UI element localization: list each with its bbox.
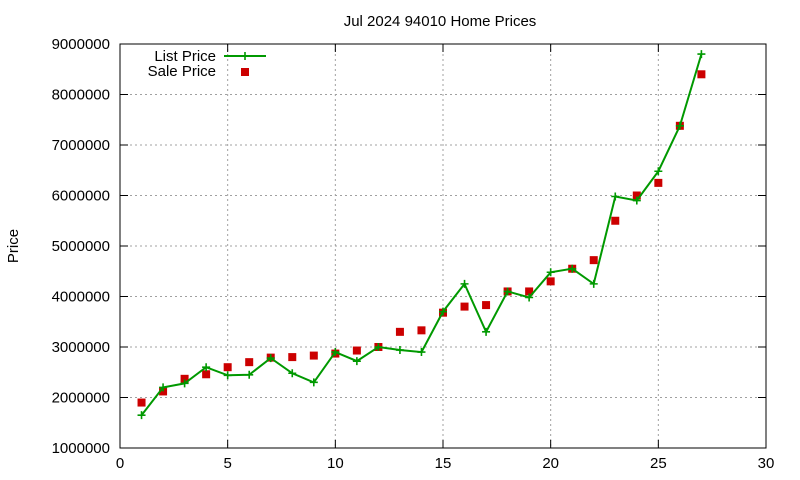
x-tick-label: 25 [650,455,667,472]
y-axis-label: Price [5,229,22,263]
sale-price-point [223,363,232,372]
list-price-point [546,268,555,277]
sale-price-point [632,191,641,200]
list-price-point [417,348,426,357]
list-price-point [374,343,383,351]
y-tick-label: 8000000 [52,87,110,104]
y-tick-label: 1000000 [52,440,110,457]
list-price-point [460,279,469,288]
list-price-point [589,279,598,288]
legend-label-sale-price: Sale Price [148,63,216,80]
list-price-point [611,192,620,201]
list-price-point [309,378,318,387]
sale-price-point [245,358,254,367]
y-tick-label: 6000000 [52,188,110,205]
list-price-point [632,196,641,205]
sale-price-point [546,277,555,286]
y-tick-label: 4000000 [52,289,110,306]
list-price-point [223,371,232,380]
x-tick-label: 15 [435,455,452,472]
list-price-point [159,383,168,392]
legend-label-list-price: List Price [154,48,216,65]
sale-price-point [654,178,663,187]
sale-price-point [482,301,491,310]
y-tick-label: 7000000 [52,137,110,154]
x-tick-label: 30 [758,455,775,472]
legend: List Price Sale Price [148,48,266,80]
sale-price-point [202,370,211,379]
sale-price-point [137,398,146,407]
axis-ticks: 1000000 2000000 3000000 4000000 5000000 60000… [52,36,775,472]
list-price-point [266,354,275,363]
sale-price-point [395,327,404,336]
grid [120,44,766,448]
list-price-point [395,346,404,355]
legend-marker-sale-price [241,68,249,76]
list-price-point [503,287,512,296]
sale-price-point [589,256,598,265]
sale-price-point [180,374,189,383]
list-price-point [482,327,491,336]
y-tick-label: 5000000 [52,238,110,255]
chart-title: Jul 2024 94010 Home Prices [344,13,537,30]
sale-price-point [525,287,534,296]
list-price-point [245,370,254,379]
y-tick-label: 9000000 [52,36,110,53]
sale-price-point [460,302,469,311]
legend-marker-list-price [241,52,249,60]
x-tick-label: 10 [327,455,344,472]
list-price-point [180,379,189,388]
x-tick-label: 5 [223,455,231,472]
list-price-point [137,411,146,420]
series [137,50,706,420]
y-tick-label: 2000000 [52,390,110,407]
sale-price-point [159,387,168,396]
list-price-point [288,369,297,378]
x-tick-label: 0 [116,455,124,472]
sale-price-point [611,216,620,225]
list-price-point [654,167,663,176]
sale-price-point [309,351,318,360]
list-price-point [675,121,684,130]
x-tick-label: 20 [542,455,559,472]
list-price-point [331,348,340,357]
list-price-point [697,50,706,59]
sale-price-point [352,346,361,355]
list-price-point [202,363,211,372]
y-tick-label: 3000000 [52,339,110,356]
list-price-point [568,264,577,273]
sale-price-point [417,326,426,335]
list-price-line [140,53,703,416]
list-price-point [525,293,534,302]
sale-price-point [697,70,706,79]
list-price-point [439,307,447,316]
list-price-point [352,357,361,366]
sale-price-point [288,353,297,362]
